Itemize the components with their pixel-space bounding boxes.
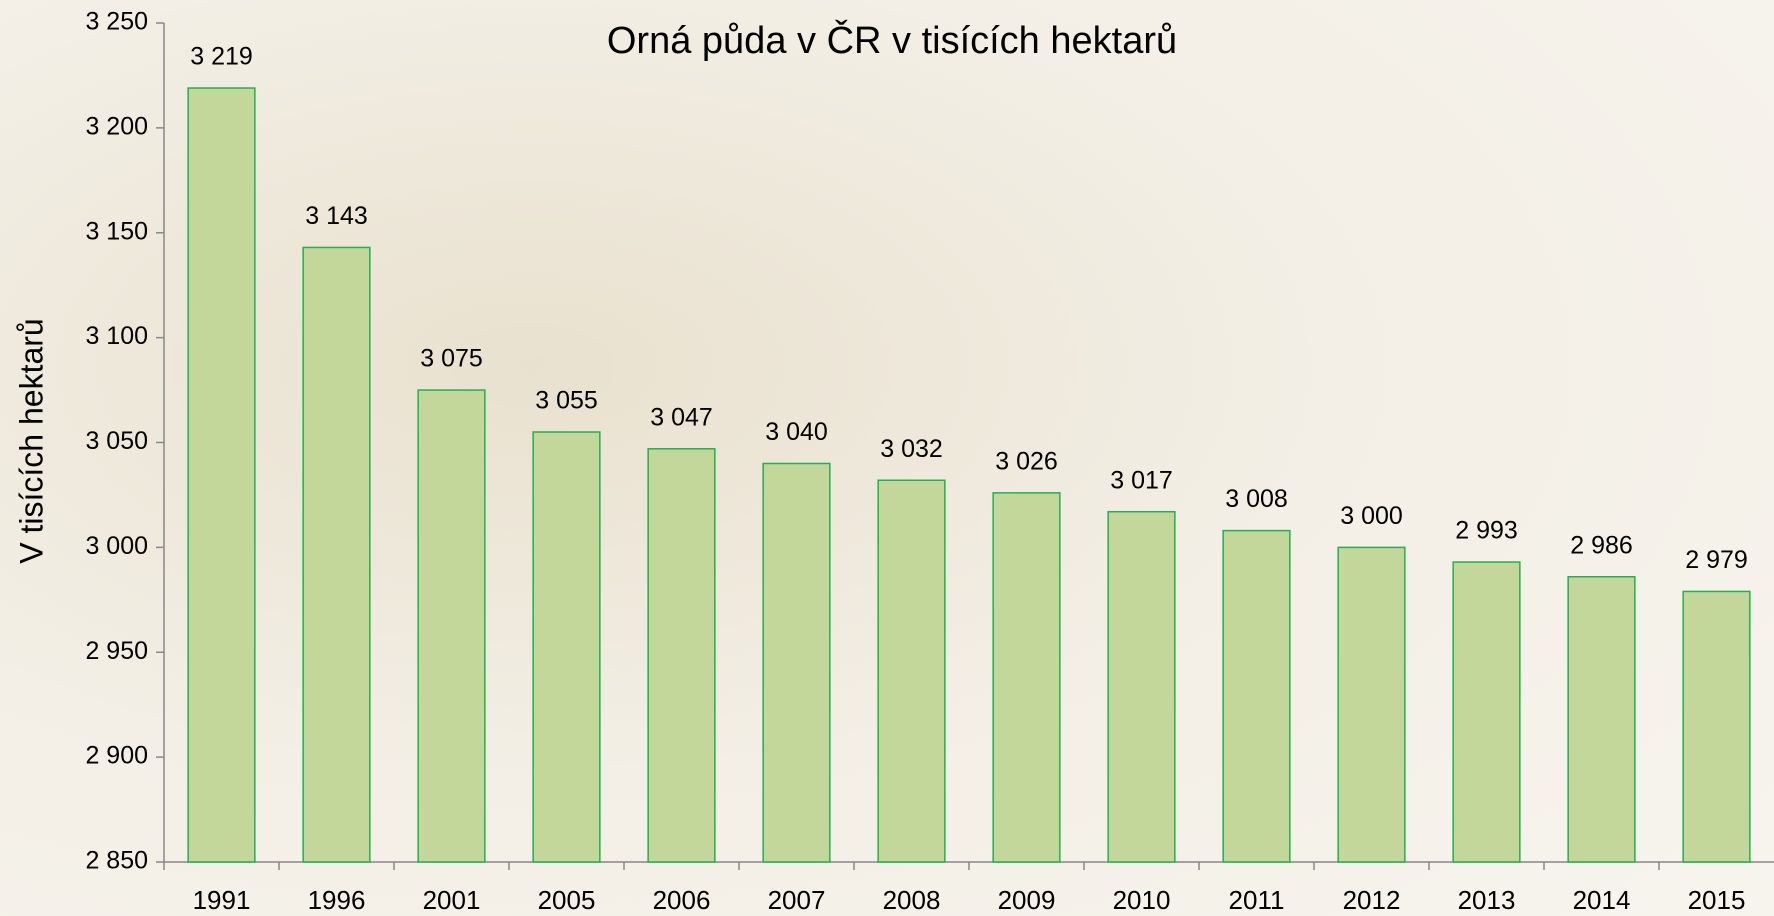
x-tick-label: 2007 bbox=[768, 885, 826, 915]
chart: Orná půda v ČR v tisících hektarů V tisí… bbox=[0, 0, 1774, 916]
x-tick-label: 2012 bbox=[1343, 885, 1401, 915]
bar bbox=[303, 247, 370, 862]
x-tick-label: 2015 bbox=[1688, 885, 1746, 915]
value-label: 3 040 bbox=[765, 418, 828, 446]
value-label: 3 143 bbox=[305, 202, 368, 230]
bar bbox=[1108, 512, 1175, 862]
y-tick-label: 3 200 bbox=[85, 112, 148, 140]
x-tick-label: 2013 bbox=[1458, 885, 1516, 915]
value-label: 3 000 bbox=[1340, 502, 1403, 530]
bar bbox=[993, 493, 1060, 862]
x-tick-label: 1991 bbox=[193, 885, 251, 915]
value-label: 3 008 bbox=[1225, 485, 1288, 513]
y-tick-label: 3 050 bbox=[85, 427, 148, 455]
bar bbox=[1683, 591, 1750, 862]
y-tick-label: 2 850 bbox=[85, 847, 148, 875]
value-label: 2 979 bbox=[1685, 546, 1748, 574]
value-label: 3 026 bbox=[995, 447, 1058, 475]
y-tick-label: 3 100 bbox=[85, 322, 148, 350]
y-tick-label: 3 000 bbox=[85, 532, 148, 560]
bar bbox=[1568, 577, 1635, 862]
y-axis-title: V tisících hektarů bbox=[13, 318, 49, 563]
x-tick-label: 2006 bbox=[653, 885, 711, 915]
y-tick-label: 2 900 bbox=[85, 742, 148, 770]
value-label: 3 032 bbox=[880, 435, 943, 463]
bar bbox=[1223, 531, 1290, 862]
x-tick-label: 2010 bbox=[1113, 885, 1171, 915]
x-tick-label: 2005 bbox=[538, 885, 596, 915]
y-tick-label: 2 950 bbox=[85, 637, 148, 665]
page: {"chart_data": {"type": "bar", "title": … bbox=[0, 0, 1774, 916]
value-label: 2 993 bbox=[1455, 517, 1518, 545]
y-tick-label: 3 150 bbox=[85, 217, 148, 245]
bar bbox=[1453, 562, 1520, 862]
bar bbox=[418, 390, 485, 862]
x-tick-label: 2008 bbox=[883, 885, 941, 915]
x-tick-label: 2014 bbox=[1573, 885, 1631, 915]
value-label: 3 075 bbox=[420, 345, 483, 373]
value-label: 3 047 bbox=[650, 403, 713, 431]
value-label: 2 986 bbox=[1570, 531, 1633, 559]
value-label: 3 055 bbox=[535, 387, 598, 415]
value-label: 3 219 bbox=[190, 43, 253, 71]
x-tick-label: 1996 bbox=[308, 885, 366, 915]
bar bbox=[188, 88, 255, 862]
chart-title: Orná půda v ČR v tisících hektarů bbox=[607, 18, 1177, 62]
x-tick-label: 2011 bbox=[1229, 885, 1285, 915]
bar bbox=[648, 449, 715, 862]
x-tick-label: 2001 bbox=[423, 885, 481, 915]
bar bbox=[878, 480, 945, 862]
bar bbox=[1338, 547, 1405, 862]
value-label: 3 017 bbox=[1110, 466, 1173, 494]
x-tick-label: 2009 bbox=[998, 885, 1056, 915]
bar bbox=[763, 463, 830, 862]
bar bbox=[533, 432, 600, 862]
y-tick-label: 3 250 bbox=[85, 8, 148, 36]
